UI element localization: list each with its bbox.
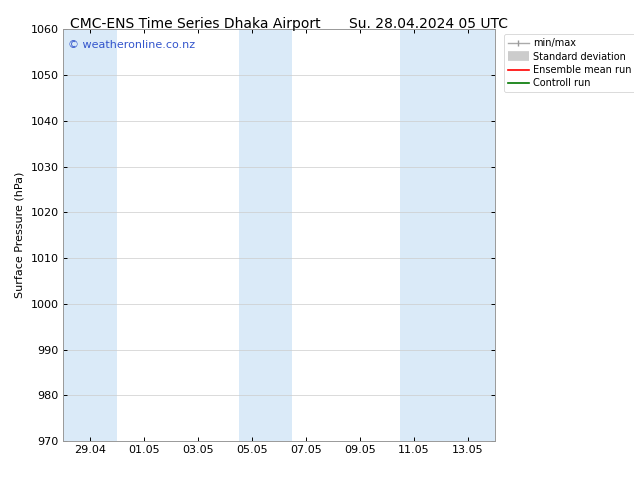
Bar xyxy=(63,29,117,441)
Text: © weatheronline.co.nz: © weatheronline.co.nz xyxy=(68,40,195,49)
Bar xyxy=(238,29,292,441)
Legend: min/max, Standard deviation, Ensemble mean run, Controll run: min/max, Standard deviation, Ensemble me… xyxy=(503,34,634,92)
Text: Su. 28.04.2024 05 UTC: Su. 28.04.2024 05 UTC xyxy=(349,17,508,31)
Title: CMC-ENS Time Series Dhaka Airport        Su. 28.04.2024 05 UTC: CMC-ENS Time Series Dhaka Airport Su. 28… xyxy=(0,489,1,490)
Y-axis label: Surface Pressure (hPa): Surface Pressure (hPa) xyxy=(15,172,25,298)
Bar xyxy=(400,29,495,441)
Text: CMC-ENS Time Series Dhaka Airport: CMC-ENS Time Series Dhaka Airport xyxy=(70,17,320,31)
